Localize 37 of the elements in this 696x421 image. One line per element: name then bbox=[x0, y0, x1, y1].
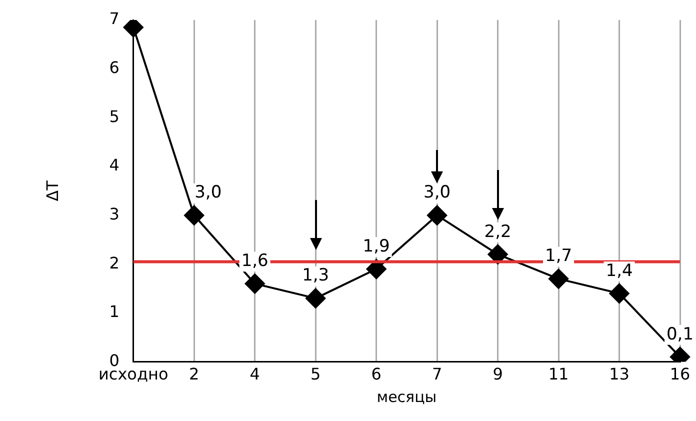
x-tick-label: 5 bbox=[310, 364, 321, 384]
x-tick-label: 9 bbox=[492, 364, 503, 384]
point bbox=[366, 259, 386, 280]
x-tick-label: 7 bbox=[432, 364, 442, 384]
x-tick-label: 11 bbox=[548, 364, 569, 384]
x-tick-label: 6 bbox=[371, 364, 382, 384]
data-label: 1,4 bbox=[606, 260, 633, 281]
data-label: 3,0 bbox=[424, 182, 451, 203]
y-tick-label: 4 bbox=[109, 156, 120, 175]
point bbox=[244, 274, 265, 294]
y-tick-label: 5 bbox=[109, 106, 120, 126]
data-label: 1,3 bbox=[302, 266, 330, 286]
y-axis-title: ΔT bbox=[42, 180, 62, 202]
y-tick-label: 2 bbox=[109, 253, 120, 272]
point bbox=[184, 205, 204, 226]
x-tick-label: 4 bbox=[250, 364, 260, 384]
point bbox=[427, 205, 448, 226]
y-tick-label: 7 bbox=[109, 9, 120, 28]
data-label: 1,6 bbox=[241, 251, 268, 272]
point bbox=[306, 288, 326, 308]
point bbox=[609, 283, 630, 304]
y-tick-label: 1 bbox=[109, 302, 120, 322]
data-label: 2,2 bbox=[484, 222, 512, 242]
point bbox=[488, 244, 508, 264]
data-label: 3,0 bbox=[194, 182, 222, 203]
data-label: 0,1 bbox=[666, 324, 694, 344]
x-axis-title: месяцы bbox=[376, 388, 437, 406]
x-tick-label: 16 bbox=[670, 364, 690, 384]
point bbox=[548, 268, 569, 289]
y-tick-label: 3 bbox=[109, 204, 120, 224]
x-tick-label: 2 bbox=[189, 364, 200, 384]
x-tick-label: 13 bbox=[609, 364, 630, 384]
data-label: 1,7 bbox=[545, 246, 572, 266]
data-label: 1,9 bbox=[362, 236, 390, 256]
y-tick-label: 0 bbox=[109, 350, 120, 370]
y-tick-label: 6 bbox=[109, 58, 120, 77]
point bbox=[123, 20, 144, 38]
